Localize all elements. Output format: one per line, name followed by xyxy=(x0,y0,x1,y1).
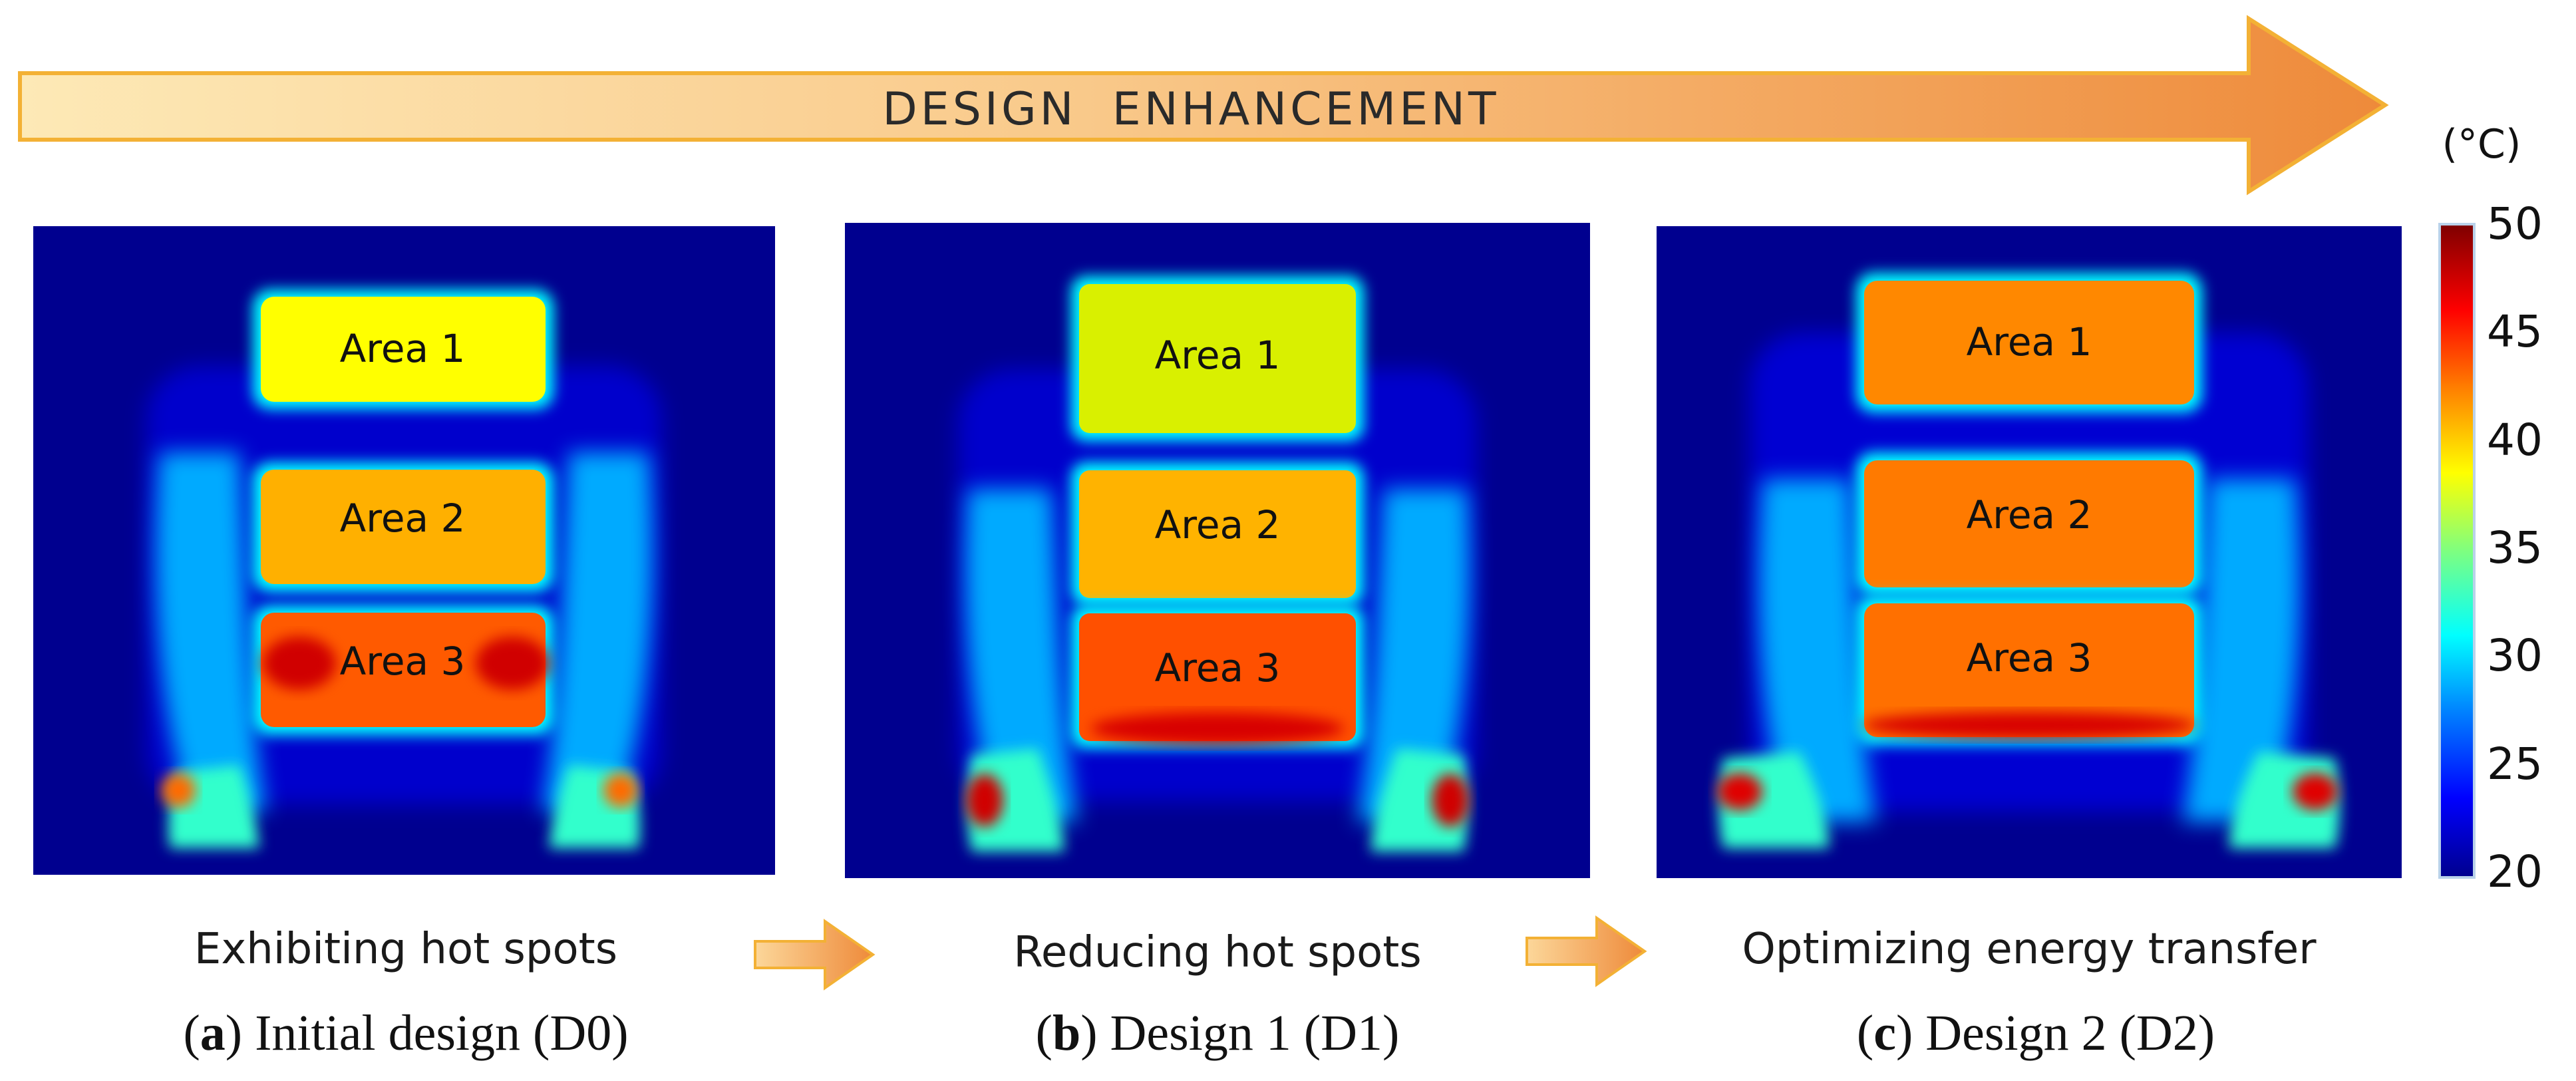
caption-d0: Exhibiting hot spots xyxy=(194,925,618,974)
area-label: Area 3 xyxy=(1154,645,1281,691)
thermal-map-d0: Area 1 Area 2 Area 3 xyxy=(33,226,775,875)
area-label: Area 2 xyxy=(1966,492,2092,538)
area-label: Area 2 xyxy=(339,496,466,541)
area-label: Area 1 xyxy=(1966,319,2092,365)
colorbar-tick: 35 xyxy=(2487,522,2543,573)
colorbar-unit: (°C) xyxy=(2442,121,2521,168)
colorbar-tick: 50 xyxy=(2487,198,2543,249)
colorbar-tick: 45 xyxy=(2487,306,2543,357)
area-label: Area 1 xyxy=(339,326,466,371)
subfigure-title-text: Design 1 (D1) xyxy=(1097,1005,1400,1061)
thermal-map-d2: Area 1 Area 2 Area 3 xyxy=(1657,226,2402,878)
subfigure-title-d0: (a) Initial design (D0) xyxy=(183,1005,629,1061)
step-arrow xyxy=(754,919,876,991)
colorbar-tick: 20 xyxy=(2487,846,2543,897)
caption-d2: Optimizing energy transfer xyxy=(1742,925,2317,974)
colorbar-tick: 25 xyxy=(2487,738,2543,790)
area-label: Area 2 xyxy=(1154,502,1281,547)
area-label: Area 1 xyxy=(1154,333,1281,378)
subfigure-title-d1: (b) Design 1 (D1) xyxy=(1035,1005,1400,1061)
subfigure-title-d2: (c) Design 2 (D2) xyxy=(1856,1005,2215,1061)
colorbar-tick: 40 xyxy=(2487,414,2543,466)
area-label: Area 3 xyxy=(339,639,466,684)
design-enhancement-arrow xyxy=(18,15,2389,196)
subfigure-letter: a xyxy=(200,1005,226,1061)
step-arrow xyxy=(1526,915,1647,987)
subfigure-title-text: Design 2 (D2) xyxy=(1913,1005,2215,1061)
subfigure-title-text: Initial design (D0) xyxy=(242,1005,629,1061)
subfigure-letter: c xyxy=(1873,1005,1896,1061)
area-label: Area 3 xyxy=(1966,635,2092,681)
subfigure-letter: b xyxy=(1052,1005,1081,1061)
temperature-colorbar xyxy=(2438,223,2476,879)
caption-d1: Reducing hot spots xyxy=(1013,928,1422,977)
thermal-map-d1: Area 1 Area 2 Area 3 xyxy=(845,223,1590,878)
banner-label: DESIGN ENHANCEMENT xyxy=(882,83,1500,136)
colorbar-tick: 30 xyxy=(2487,630,2543,681)
